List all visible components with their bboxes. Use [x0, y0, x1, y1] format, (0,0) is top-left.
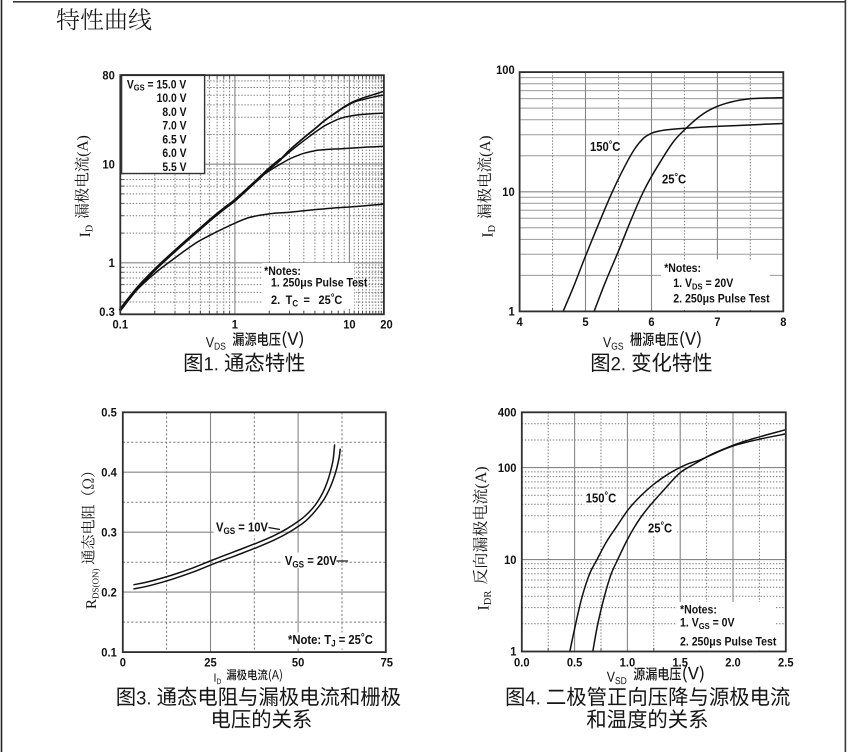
svg-text:0.2: 0.2 — [101, 587, 117, 599]
svg-text:2.5: 2.5 — [778, 657, 794, 669]
svg-text:20: 20 — [380, 319, 392, 331]
svg-text:1.0: 1.0 — [620, 657, 636, 669]
svg-text:25°C: 25°C — [648, 520, 673, 535]
svg-text:0.5: 0.5 — [567, 657, 583, 669]
svg-text:6: 6 — [648, 317, 655, 329]
svg-text:*Notes:: *Notes: — [264, 266, 301, 279]
svg-text:100: 100 — [498, 462, 517, 474]
svg-text:1. VDS = 20V: 1. VDS = 20V — [673, 278, 733, 292]
svg-text:0.3: 0.3 — [101, 527, 117, 539]
svg-text:10: 10 — [502, 187, 514, 199]
svg-text:VGS = 10V: VGS = 10V — [216, 520, 268, 536]
svg-text:1.5: 1.5 — [672, 657, 688, 669]
svg-text:4: 4 — [516, 317, 523, 329]
svg-text:0.1: 0.1 — [113, 319, 129, 331]
svg-text:10.0 V: 10.0 V — [157, 92, 187, 105]
svg-text:0.3: 0.3 — [99, 306, 115, 318]
svg-text:5: 5 — [582, 317, 589, 329]
svg-text:1: 1 — [510, 646, 517, 658]
svg-text:7.0 V: 7.0 V — [162, 120, 187, 133]
svg-text:6.0 V: 6.0 V — [162, 147, 187, 160]
svg-text:0.5: 0.5 — [101, 407, 117, 419]
svg-text:150°C: 150°C — [586, 490, 617, 505]
svg-text:25°C: 25°C — [662, 171, 687, 186]
svg-text:VGS = 20V: VGS = 20V — [285, 553, 337, 569]
svg-text:7: 7 — [714, 317, 720, 329]
svg-text:6.5 V: 6.5 V — [162, 134, 187, 147]
svg-text:0.0: 0.0 — [514, 657, 530, 669]
svg-text:0.4: 0.4 — [101, 467, 117, 479]
svg-text:*Notes:: *Notes: — [664, 263, 701, 276]
svg-text:2. TC = 25°C: 2. TC = 25°C — [271, 292, 343, 308]
svg-text:75: 75 — [381, 657, 394, 669]
svg-text:*Note: TJ = 25°C: *Note: TJ = 25°C — [288, 632, 373, 648]
svg-text:*Notes:: *Notes: — [680, 604, 717, 617]
svg-text:80: 80 — [102, 70, 114, 82]
svg-text:2. 250μs Pulse Test: 2. 250μs Pulse Test — [673, 293, 770, 306]
svg-text:1: 1 — [109, 258, 116, 270]
svg-text:1: 1 — [508, 306, 515, 318]
svg-text:0.1: 0.1 — [101, 647, 117, 659]
svg-text:2.0: 2.0 — [725, 657, 741, 669]
svg-text:1: 1 — [232, 319, 239, 331]
svg-text:8.0 V: 8.0 V — [162, 106, 187, 119]
svg-text:50: 50 — [292, 657, 304, 669]
svg-text:150°C: 150°C — [590, 139, 621, 154]
svg-text:10: 10 — [343, 319, 355, 331]
svg-text:1. 250μs Pulse Test: 1. 250μs Pulse Test — [271, 277, 368, 290]
svg-text:VGS = 15.0 V: VGS = 15.0 V — [127, 79, 187, 93]
svg-text:1. VGS = 0V: 1. VGS = 0V — [680, 617, 735, 631]
svg-text:400: 400 — [498, 407, 517, 419]
svg-text:5.5 V: 5.5 V — [162, 161, 187, 174]
svg-text:10: 10 — [504, 554, 516, 566]
svg-text:25: 25 — [204, 657, 217, 669]
svg-text:2. 250μs Pulse Test: 2. 250μs Pulse Test — [680, 636, 777, 649]
svg-text:100: 100 — [496, 65, 515, 77]
svg-text:10: 10 — [102, 159, 114, 171]
svg-text:8: 8 — [780, 317, 787, 329]
svg-text:0: 0 — [120, 657, 126, 669]
